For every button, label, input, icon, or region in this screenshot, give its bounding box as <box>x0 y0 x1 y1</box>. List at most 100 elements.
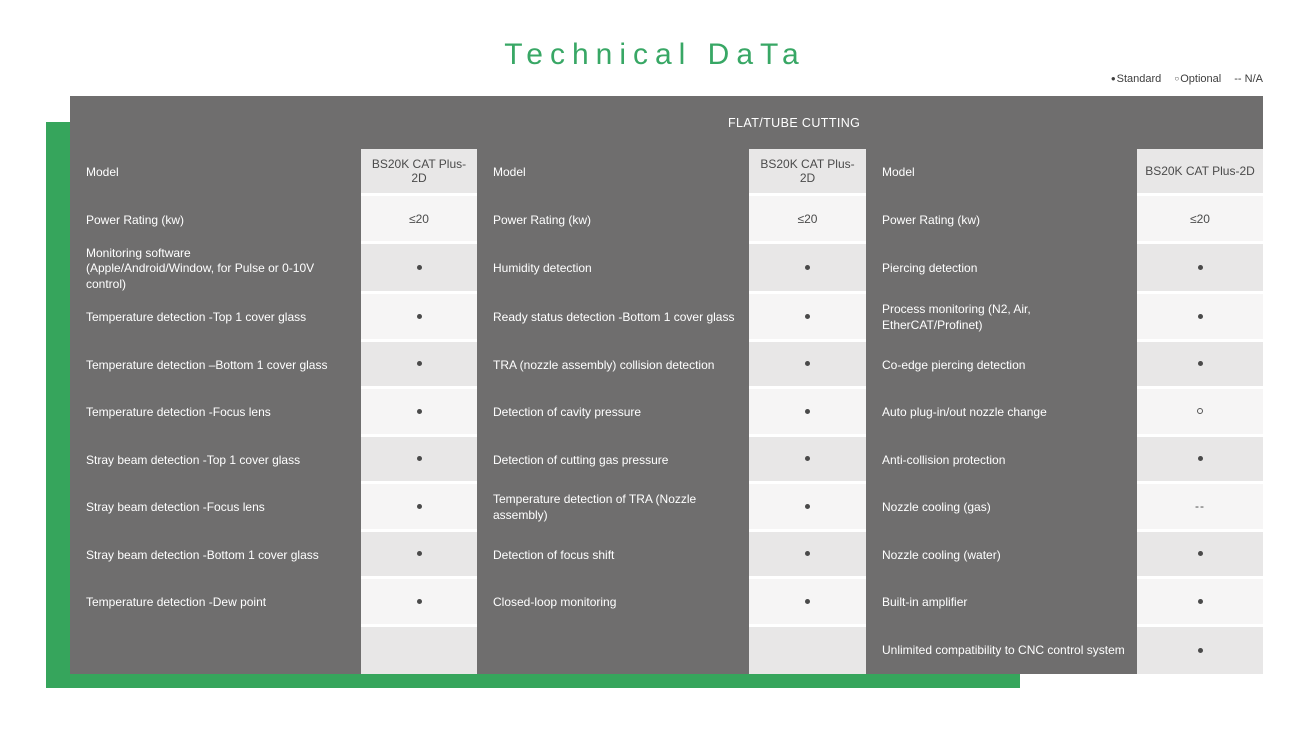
standard-dot-icon <box>805 551 810 557</box>
standard-dot-icon <box>416 598 422 604</box>
standard-dot-icon <box>805 456 810 462</box>
table-body: Model BS20K CAT Plus-2D Power Rating (kw) ≤… <box>70 149 1263 674</box>
standard-value-cell <box>361 243 477 295</box>
standard-dot-icon <box>1197 265 1203 271</box>
legend: ●Standard ○Optional -- N/A <box>1101 73 1263 85</box>
feature-label: Anti-collision protection <box>882 452 1006 467</box>
standard-dot-icon <box>805 408 810 414</box>
standard-value-cell <box>1137 436 1263 485</box>
standard-value-cell <box>361 579 477 627</box>
standard-value-cell <box>361 436 477 485</box>
na-dashes-icon: -- <box>1234 73 1242 85</box>
text-value-cell: ≤20 <box>749 196 866 244</box>
model-value-cell: BS20K CAT Plus-2D <box>361 149 477 197</box>
standard-value-cell <box>749 531 866 580</box>
standard-value-cell <box>1137 531 1263 580</box>
legend-na: -- N/A <box>1234 73 1263 85</box>
feature-label: Process monitoring (N2, Air, EtherCAT/Pr… <box>882 302 1031 332</box>
feature-label: Nozzle cooling (water) <box>882 547 1001 562</box>
standard-value-cell <box>361 341 477 390</box>
standard-dot-icon <box>416 503 422 509</box>
feature-label: Ready status detection -Bottom 1 cover g… <box>493 310 735 325</box>
legend-na-label: N/A <box>1241 73 1263 85</box>
feature-label: Temperature detection of TRA (Nozzle ass… <box>493 492 697 522</box>
legend-standard-label: Standard <box>1116 73 1162 85</box>
standard-dot-icon <box>1197 551 1203 557</box>
standard-value-cell <box>361 484 477 532</box>
feature-label: Piercing detection <box>882 261 978 276</box>
standard-value-cell <box>361 531 477 580</box>
feature-label: Temperature detection -Dew point <box>86 595 267 610</box>
feature-label: Stray beam detection -Top 1 cover glass <box>86 452 301 467</box>
standard-dot-icon <box>1197 647 1203 653</box>
standard-dot-icon: ● <box>1110 74 1116 83</box>
standard-value-cell <box>749 436 866 485</box>
legend-standard: ●Standard <box>1111 73 1162 85</box>
standard-value-cell <box>749 389 866 437</box>
feature-label: Temperature detection –Bottom 1 cover gl… <box>86 357 328 372</box>
legend-optional: ○Optional <box>1174 73 1221 85</box>
feature-label: Detection of cutting gas pressure <box>493 452 669 467</box>
text-value-cell: ≤20 <box>1137 196 1263 244</box>
feature-label: Power Rating (kw) <box>882 212 981 227</box>
legend-optional-label: Optional <box>1180 73 1222 85</box>
standard-dot-icon <box>805 265 810 271</box>
standard-dot-icon <box>1197 313 1203 319</box>
feature-label <box>70 627 361 675</box>
feature-label <box>477 627 749 675</box>
model-value-cell: BS20K CAT Plus-2D <box>749 149 866 197</box>
standard-value-cell <box>749 294 866 342</box>
standard-dot-icon <box>1197 361 1203 367</box>
technical-data-table: FLAT/TUBE CUTTING Model BS20K CAT Plus-2D… <box>70 96 1263 674</box>
page-title: Technical DaTa <box>504 38 806 71</box>
feature-label: Temperature detection -Top 1 cover glass <box>86 310 307 325</box>
standard-value-cell <box>749 579 866 627</box>
standard-value-cell <box>1137 294 1263 342</box>
table-header-row: FLAT/TUBE CUTTING <box>70 96 1263 149</box>
feature-label: Auto plug-in/out nozzle change <box>882 405 1047 420</box>
feature-column-header: Model <box>882 165 915 180</box>
text-value-cell <box>361 626 477 674</box>
feature-label: Co-edge piercing detection <box>882 357 1026 372</box>
standard-value-cell <box>749 243 866 295</box>
feature-label: TRA (nozzle assembly) collision detectio… <box>493 357 715 372</box>
standard-dot-icon <box>805 503 810 509</box>
standard-dot-icon <box>1197 456 1203 462</box>
standard-value-cell <box>361 389 477 437</box>
na-value-cell: -- <box>1137 484 1263 532</box>
feature-label: Humidity detection <box>493 261 592 276</box>
standard-value-cell <box>1137 579 1263 627</box>
feature-label: Detection of cavity pressure <box>493 405 642 420</box>
feature-label: Nozzle cooling (gas) <box>882 500 991 515</box>
feature-label: Built-in amplifier <box>882 595 968 610</box>
standard-value-cell <box>1137 341 1263 390</box>
feature-label: Monitoring software (Apple/Android/Windo… <box>86 245 315 291</box>
feature-label: Stray beam detection -Bottom 1 cover gla… <box>86 547 319 562</box>
standard-value-cell <box>361 294 477 342</box>
feature-label: Power Rating (kw) <box>86 212 185 227</box>
standard-dot-icon <box>416 456 422 462</box>
optional-value-cell <box>1137 389 1263 437</box>
standard-dot-icon <box>805 361 810 367</box>
standard-dot-icon <box>416 551 422 557</box>
table-header-title: FLAT/TUBE CUTTING <box>728 115 861 130</box>
standard-dot-icon <box>1197 598 1203 604</box>
standard-dot-icon <box>805 313 810 319</box>
feature-label: Stray beam detection -Focus lens <box>86 500 265 515</box>
feature-label: Temperature detection -Focus lens <box>86 405 271 420</box>
text-value-cell: ≤20 <box>361 196 477 244</box>
standard-dot-icon <box>416 408 422 414</box>
model-value-cell: BS20K CAT Plus-2D <box>1137 149 1263 197</box>
feature-label: Power Rating (kw) <box>493 212 592 227</box>
feature-column-header: Model <box>86 165 119 180</box>
optional-ring-icon <box>1197 408 1203 415</box>
standard-dot-icon <box>416 361 422 367</box>
standard-value-cell <box>749 341 866 390</box>
feature-label: Closed-loop monitoring <box>493 595 617 610</box>
feature-column-header: Model <box>493 165 526 180</box>
standard-value-cell <box>1137 626 1263 674</box>
feature-label: Detection of focus shift <box>493 547 615 562</box>
feature-label: Unlimited compatibility to CNC control s… <box>882 642 1125 657</box>
standard-value-cell <box>1137 243 1263 295</box>
